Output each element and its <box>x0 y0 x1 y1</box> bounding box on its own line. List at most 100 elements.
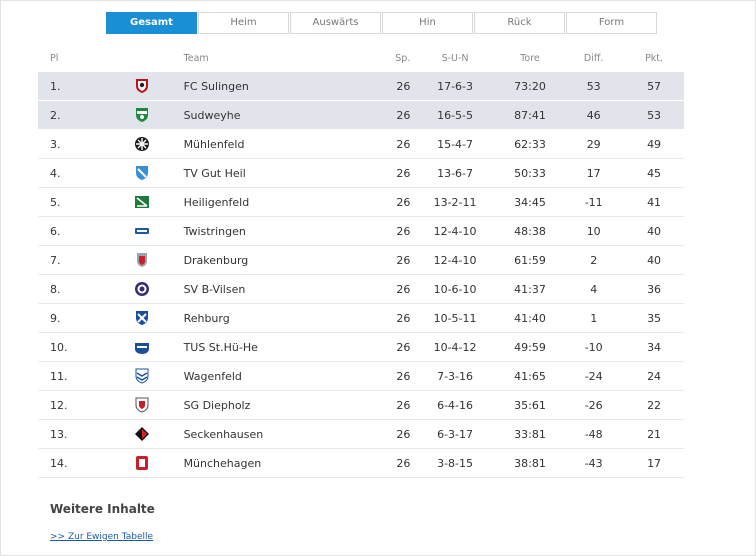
tus-st-hue-he-crest-icon <box>134 339 150 355</box>
team-name-cell[interactable]: FC Sulingen <box>177 72 337 101</box>
logo-cell <box>106 245 178 275</box>
position-cell: 13. <box>38 419 107 449</box>
position-cell: 2. <box>38 100 107 130</box>
eternal-table-link[interactable]: >> Zur Ewigen Tabelle <box>50 532 154 542</box>
tab-auswaerts[interactable]: Auswärts <box>290 12 381 34</box>
muehlenfeld-crest-icon <box>134 136 150 152</box>
position-cell: 6. <box>38 216 107 246</box>
table-row[interactable]: 6. Twistringen 26 12-4-10 48:38 10 40 <box>38 216 684 246</box>
table-row[interactable]: 10. TUS St.Hü-He 26 10-4-12 49:59 -10 34 <box>38 332 684 362</box>
table-row[interactable]: 9. Rehburg 26 10-5-11 41:40 1 35 <box>38 303 684 333</box>
position-cell: 9. <box>38 303 107 333</box>
team-name-cell[interactable]: Drakenburg <box>177 245 337 275</box>
goal-diff-cell: 4 <box>563 274 625 304</box>
games-played-cell: 26 <box>336 158 414 188</box>
table-row[interactable]: 11. Wagenfeld 26 7-3-16 41:65 -24 24 <box>38 361 684 391</box>
table-row[interactable]: 14. Münchehagen 26 3-8-15 38:81 -43 17 <box>38 448 684 478</box>
twistringen-crest-icon <box>134 223 150 239</box>
points-cell: 24 <box>624 361 684 391</box>
team-name-cell[interactable]: Seckenhausen <box>177 419 337 449</box>
position-cell: 3. <box>38 129 107 159</box>
table-row[interactable]: 7. Drakenburg 26 12-4-10 61:59 2 40 <box>38 245 684 275</box>
logo-cell <box>106 303 178 333</box>
table-row[interactable]: 3. Mühlenfeld 26 15-4-7 62:33 29 49 <box>38 129 684 159</box>
win-draw-loss-cell: 10-6-10 <box>413 274 497 304</box>
tab-gesamt[interactable]: Gesamt <box>106 12 197 34</box>
goal-diff-cell: -24 <box>563 361 625 391</box>
win-draw-loss-cell: 13-6-7 <box>413 158 497 188</box>
games-played-cell: 26 <box>336 72 414 101</box>
position-cell: 5. <box>38 187 107 217</box>
heiligenfeld-crest-icon <box>134 194 150 210</box>
muenchehagen-crest-icon <box>134 455 150 471</box>
team-name-cell[interactable]: SG Diepholz <box>177 390 337 420</box>
rehburg-crest-icon <box>134 310 150 326</box>
win-draw-loss-cell: 12-4-10 <box>413 216 497 246</box>
table-row[interactable]: 2. Sudweyhe 26 16-5-5 87:41 46 53 <box>38 100 684 130</box>
points-cell: 53 <box>624 100 684 130</box>
points-cell: 49 <box>624 129 684 159</box>
goals-cell: 41:65 <box>496 361 564 391</box>
team-name-cell[interactable]: Rehburg <box>177 303 337 333</box>
team-name-cell[interactable]: Mühlenfeld <box>177 129 337 159</box>
team-name-cell[interactable]: TUS St.Hü-He <box>177 332 337 362</box>
points-cell: 22 <box>624 390 684 420</box>
team-name-cell[interactable]: Sudweyhe <box>177 100 337 130</box>
team-name-cell[interactable]: TV Gut Heil <box>177 158 337 188</box>
sudweyhe-crest-icon <box>134 107 150 123</box>
position-cell: 1. <box>38 72 107 101</box>
goal-diff-cell: -48 <box>563 419 625 449</box>
logo-cell <box>106 100 178 130</box>
points-cell: 40 <box>624 216 684 246</box>
table-row[interactable]: 1. FC Sulingen 26 17-6-3 73:20 53 57 <box>38 72 684 101</box>
position-cell: 10. <box>38 332 107 362</box>
col-header-sp: Sp. <box>395 53 411 64</box>
games-played-cell: 26 <box>336 419 414 449</box>
games-played-cell: 26 <box>336 361 414 391</box>
position-cell: 4. <box>38 158 107 188</box>
games-played-cell: 26 <box>336 216 414 246</box>
points-cell: 57 <box>624 72 684 101</box>
team-name-cell[interactable]: SV B-Vilsen <box>177 274 337 304</box>
logo-cell <box>106 419 178 449</box>
team-name-cell[interactable]: Münchehagen <box>177 448 337 478</box>
drakenburg-crest-icon <box>134 252 150 268</box>
standings-table: Pl Team Sp. S-U-N Tore Diff. Pkt. 1. FC S… <box>38 45 684 478</box>
win-draw-loss-cell: 13-2-11 <box>413 187 497 217</box>
goals-cell: 87:41 <box>496 100 564 130</box>
tab-rueck[interactable]: Rück <box>474 12 565 34</box>
goal-diff-cell: 29 <box>563 129 625 159</box>
table-row[interactable]: 5. Heiligenfeld 26 13-2-11 34:45 -11 41 <box>38 187 684 217</box>
win-draw-loss-cell: 12-4-10 <box>413 245 497 275</box>
logo-cell <box>106 390 178 420</box>
team-name-cell[interactable]: Heiligenfeld <box>177 187 337 217</box>
points-cell: 21 <box>624 419 684 449</box>
tab-heim[interactable]: Heim <box>198 12 289 34</box>
goal-diff-cell: 1 <box>563 303 625 333</box>
points-cell: 34 <box>624 332 684 362</box>
col-header-sun: S-U-N <box>441 53 469 64</box>
points-cell: 17 <box>624 448 684 478</box>
table-row[interactable]: 13. Seckenhausen 26 6-3-17 33:81 -48 21 <box>38 419 684 449</box>
table-row[interactable]: 4. TV Gut Heil 26 13-6-7 50:33 17 45 <box>38 158 684 188</box>
goal-diff-cell: -43 <box>563 448 625 478</box>
games-played-cell: 26 <box>336 448 414 478</box>
table-row[interactable]: 12. SG Diepholz 26 6-4-16 35:61 -26 22 <box>38 390 684 420</box>
logo-cell <box>106 158 178 188</box>
position-cell: 14. <box>38 448 107 478</box>
goals-cell: 61:59 <box>496 245 564 275</box>
team-name-cell[interactable]: Wagenfeld <box>177 361 337 391</box>
table-row[interactable]: 8. SV B-Vilsen 26 10-6-10 41:37 4 36 <box>38 274 684 304</box>
goal-diff-cell: 17 <box>563 158 625 188</box>
tab-hin[interactable]: Hin <box>382 12 473 34</box>
goal-diff-cell: 10 <box>563 216 625 246</box>
col-header-logo <box>106 45 177 72</box>
goals-cell: 73:20 <box>496 72 564 101</box>
tab-form[interactable]: Form <box>566 12 657 34</box>
goal-diff-cell: -26 <box>563 390 625 420</box>
games-played-cell: 26 <box>336 390 414 420</box>
logo-cell <box>106 332 178 362</box>
goals-cell: 41:37 <box>496 274 564 304</box>
team-name-cell[interactable]: Twistringen <box>177 216 337 246</box>
logo-cell <box>106 72 178 101</box>
